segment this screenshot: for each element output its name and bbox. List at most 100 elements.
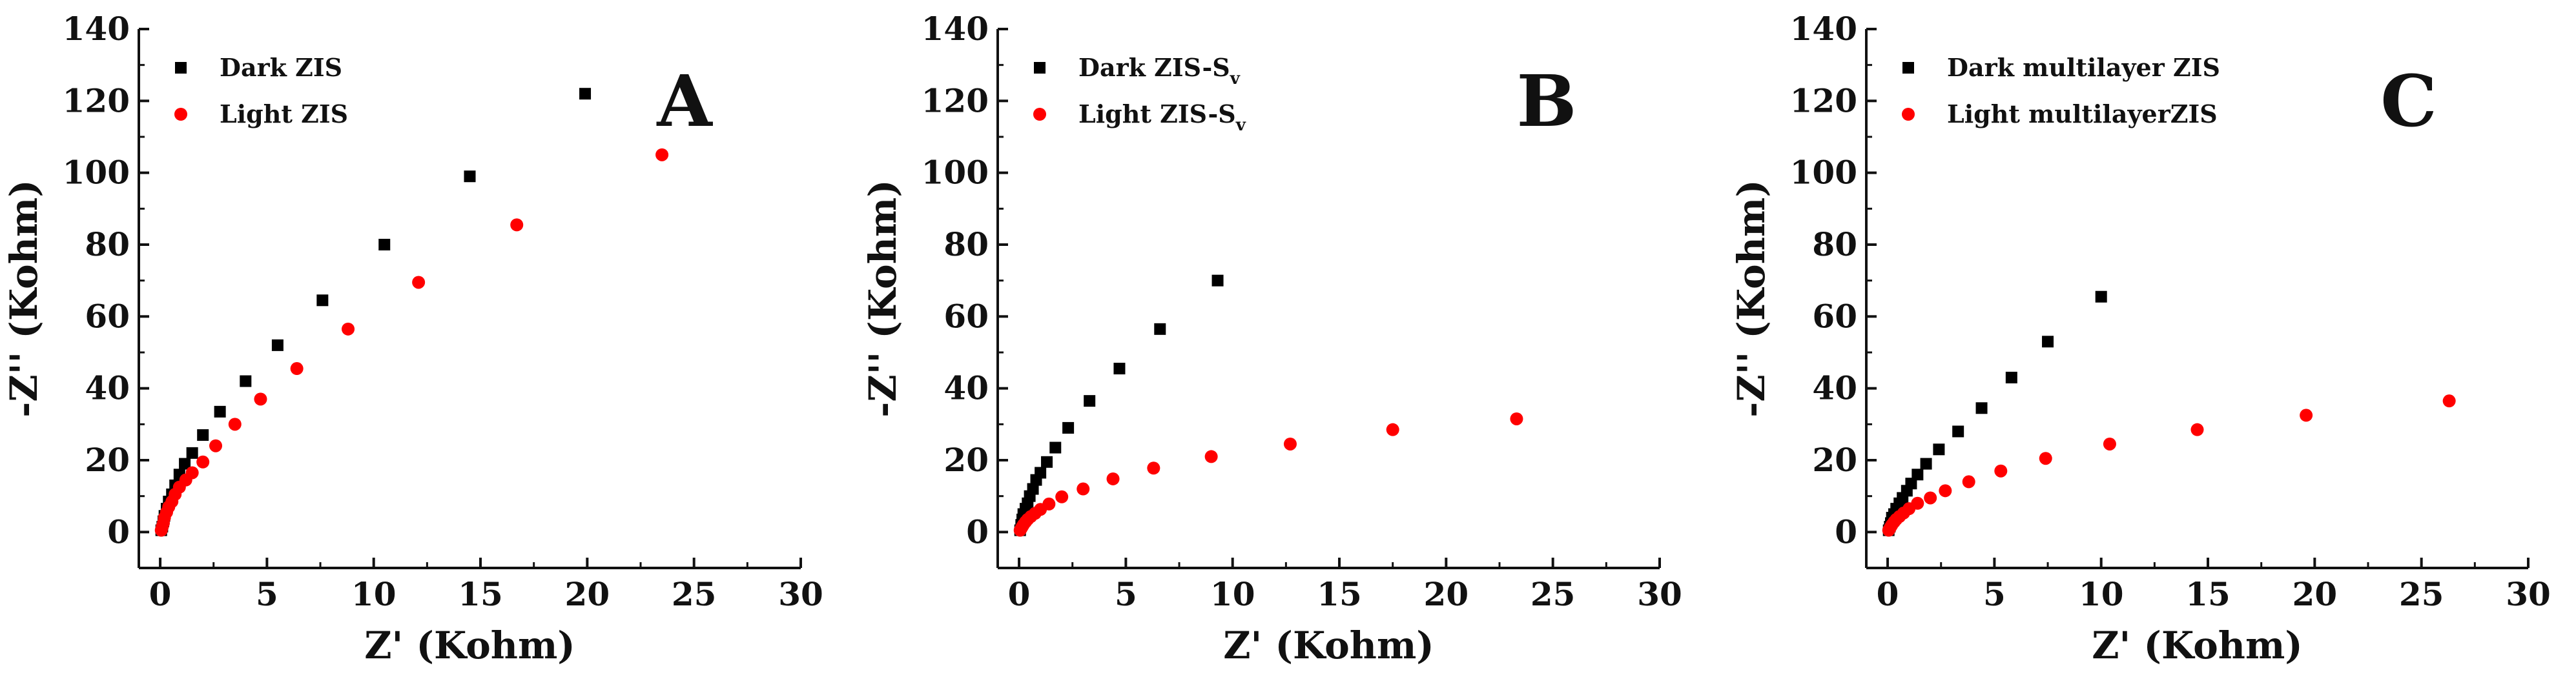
legend-label: Dark ZIS-Sv [1078,53,1241,88]
data-point [510,218,524,232]
legend-label: Dark multilayer ZIS [1947,53,2220,82]
y-tick-label: 60 [1812,297,1857,335]
data-point [1077,482,1090,496]
data-point [1042,497,1056,511]
series-light [1882,394,2456,537]
x-tick-label: 25 [672,575,717,613]
y-tick-label: 80 [1812,225,1857,263]
y-axis-label: -Z'' (Kohm) [1729,179,1773,417]
x-axis-label: Z' (Kohm) [364,623,575,667]
data-point [1204,450,1218,463]
data-point [2442,394,2456,408]
data-point [1510,412,1523,425]
data-point [186,447,198,459]
y-axis-label: -Z'' (Kohm) [2,179,46,417]
y-tick-label: 20 [1812,441,1857,479]
x-axis-label: Z' (Kohm) [1223,623,1434,667]
y-tick-label: 100 [1790,154,1857,192]
x-tick-label: 0 [1008,575,1031,613]
x-tick-label: 30 [2506,575,2551,613]
data-point [1939,484,1952,498]
x-tick-label: 30 [1637,575,1682,613]
data-point [1962,475,1975,489]
series-dark [1014,274,1224,536]
data-point [464,170,476,183]
x-tick-label: 5 [1983,575,2006,613]
data-point [2005,371,2017,383]
x-tick-label: 15 [1317,575,1362,613]
legend-marker-circle [1033,108,1046,121]
x-tick-label: 5 [1115,575,1137,613]
y-tick-label: 40 [85,369,130,407]
data-point [228,418,242,431]
x-axis-label: Z' (Kohm) [2092,623,2303,667]
data-point [1952,425,1964,438]
x-tick-label: 20 [2293,575,2338,613]
legend-label: Light multilayerZIS [1947,99,2218,128]
data-point [2095,290,2107,303]
legend-marker-square [175,62,187,74]
data-point [197,429,209,441]
data-point [1041,456,1053,468]
y-tick-label: 20 [943,441,989,479]
data-point [1113,363,1126,375]
data-point [1924,491,1937,505]
data-point [1905,478,1917,490]
data-point [378,239,391,250]
legend-marker-circle [174,108,187,121]
y-tick-label: 20 [85,441,130,479]
y-tick-label: 120 [922,81,989,119]
data-point [2039,452,2052,465]
legend-label: Light ZIS [220,99,348,128]
x-tick-label: 15 [2185,575,2231,613]
data-point [1975,402,1988,414]
y-tick-label: 120 [1790,81,1857,119]
x-tick-label: 20 [565,575,610,613]
y-tick-label: 40 [943,369,989,407]
y-tick-label: 140 [922,10,989,48]
data-point [196,455,210,469]
data-point [290,362,304,376]
data-point [1062,421,1075,434]
legend-label-main: Light ZIS [220,99,348,128]
legend-label-main: Dark ZIS [220,53,342,82]
y-tick-label: 0 [107,512,130,551]
data-point [209,439,223,452]
x-tick-label: 10 [351,575,397,613]
x-tick-label: 20 [1424,575,1469,613]
legend-marker-square [1902,62,1914,74]
data-point [2190,423,2204,436]
legend-marker-square [1034,62,1046,74]
y-tick-label: 40 [1812,369,1857,407]
y-tick-label: 60 [943,297,989,335]
y-axis-label: -Z'' (Kohm) [861,179,905,417]
data-point [1049,441,1062,454]
panel-letter: A [656,59,713,143]
x-tick-label: 0 [149,575,172,613]
panel-c: 0 20 40 60 80 100 120 140 0 5 10 15 20 25 30 Z' (Kohm) -… [1729,10,2551,667]
x-tick-label: 15 [458,575,503,613]
x-tick-label: 0 [1877,575,1899,613]
y-tick-label: 60 [85,297,130,335]
data-point [1911,469,1924,481]
y-tick-label: 140 [63,10,130,48]
data-point [655,148,669,161]
data-point [1084,395,1096,407]
data-point [2103,437,2116,451]
y-tick-label: 120 [63,81,130,119]
data-point [2042,336,2054,348]
data-point [254,392,267,406]
x-tick-label: 10 [1210,575,1255,613]
series-dark [155,88,592,536]
data-point [179,458,191,470]
y-tick-label: 0 [966,512,989,551]
data-point [1027,483,1039,495]
data-point [1386,423,1399,436]
data-point [316,294,329,307]
y-tick-label: 80 [85,225,130,263]
x-tick-label: 10 [2079,575,2124,613]
legend-label-main: Dark ZIS-S [1078,53,1230,82]
data-point [579,88,592,100]
y-tick-label: 140 [1790,10,1857,48]
